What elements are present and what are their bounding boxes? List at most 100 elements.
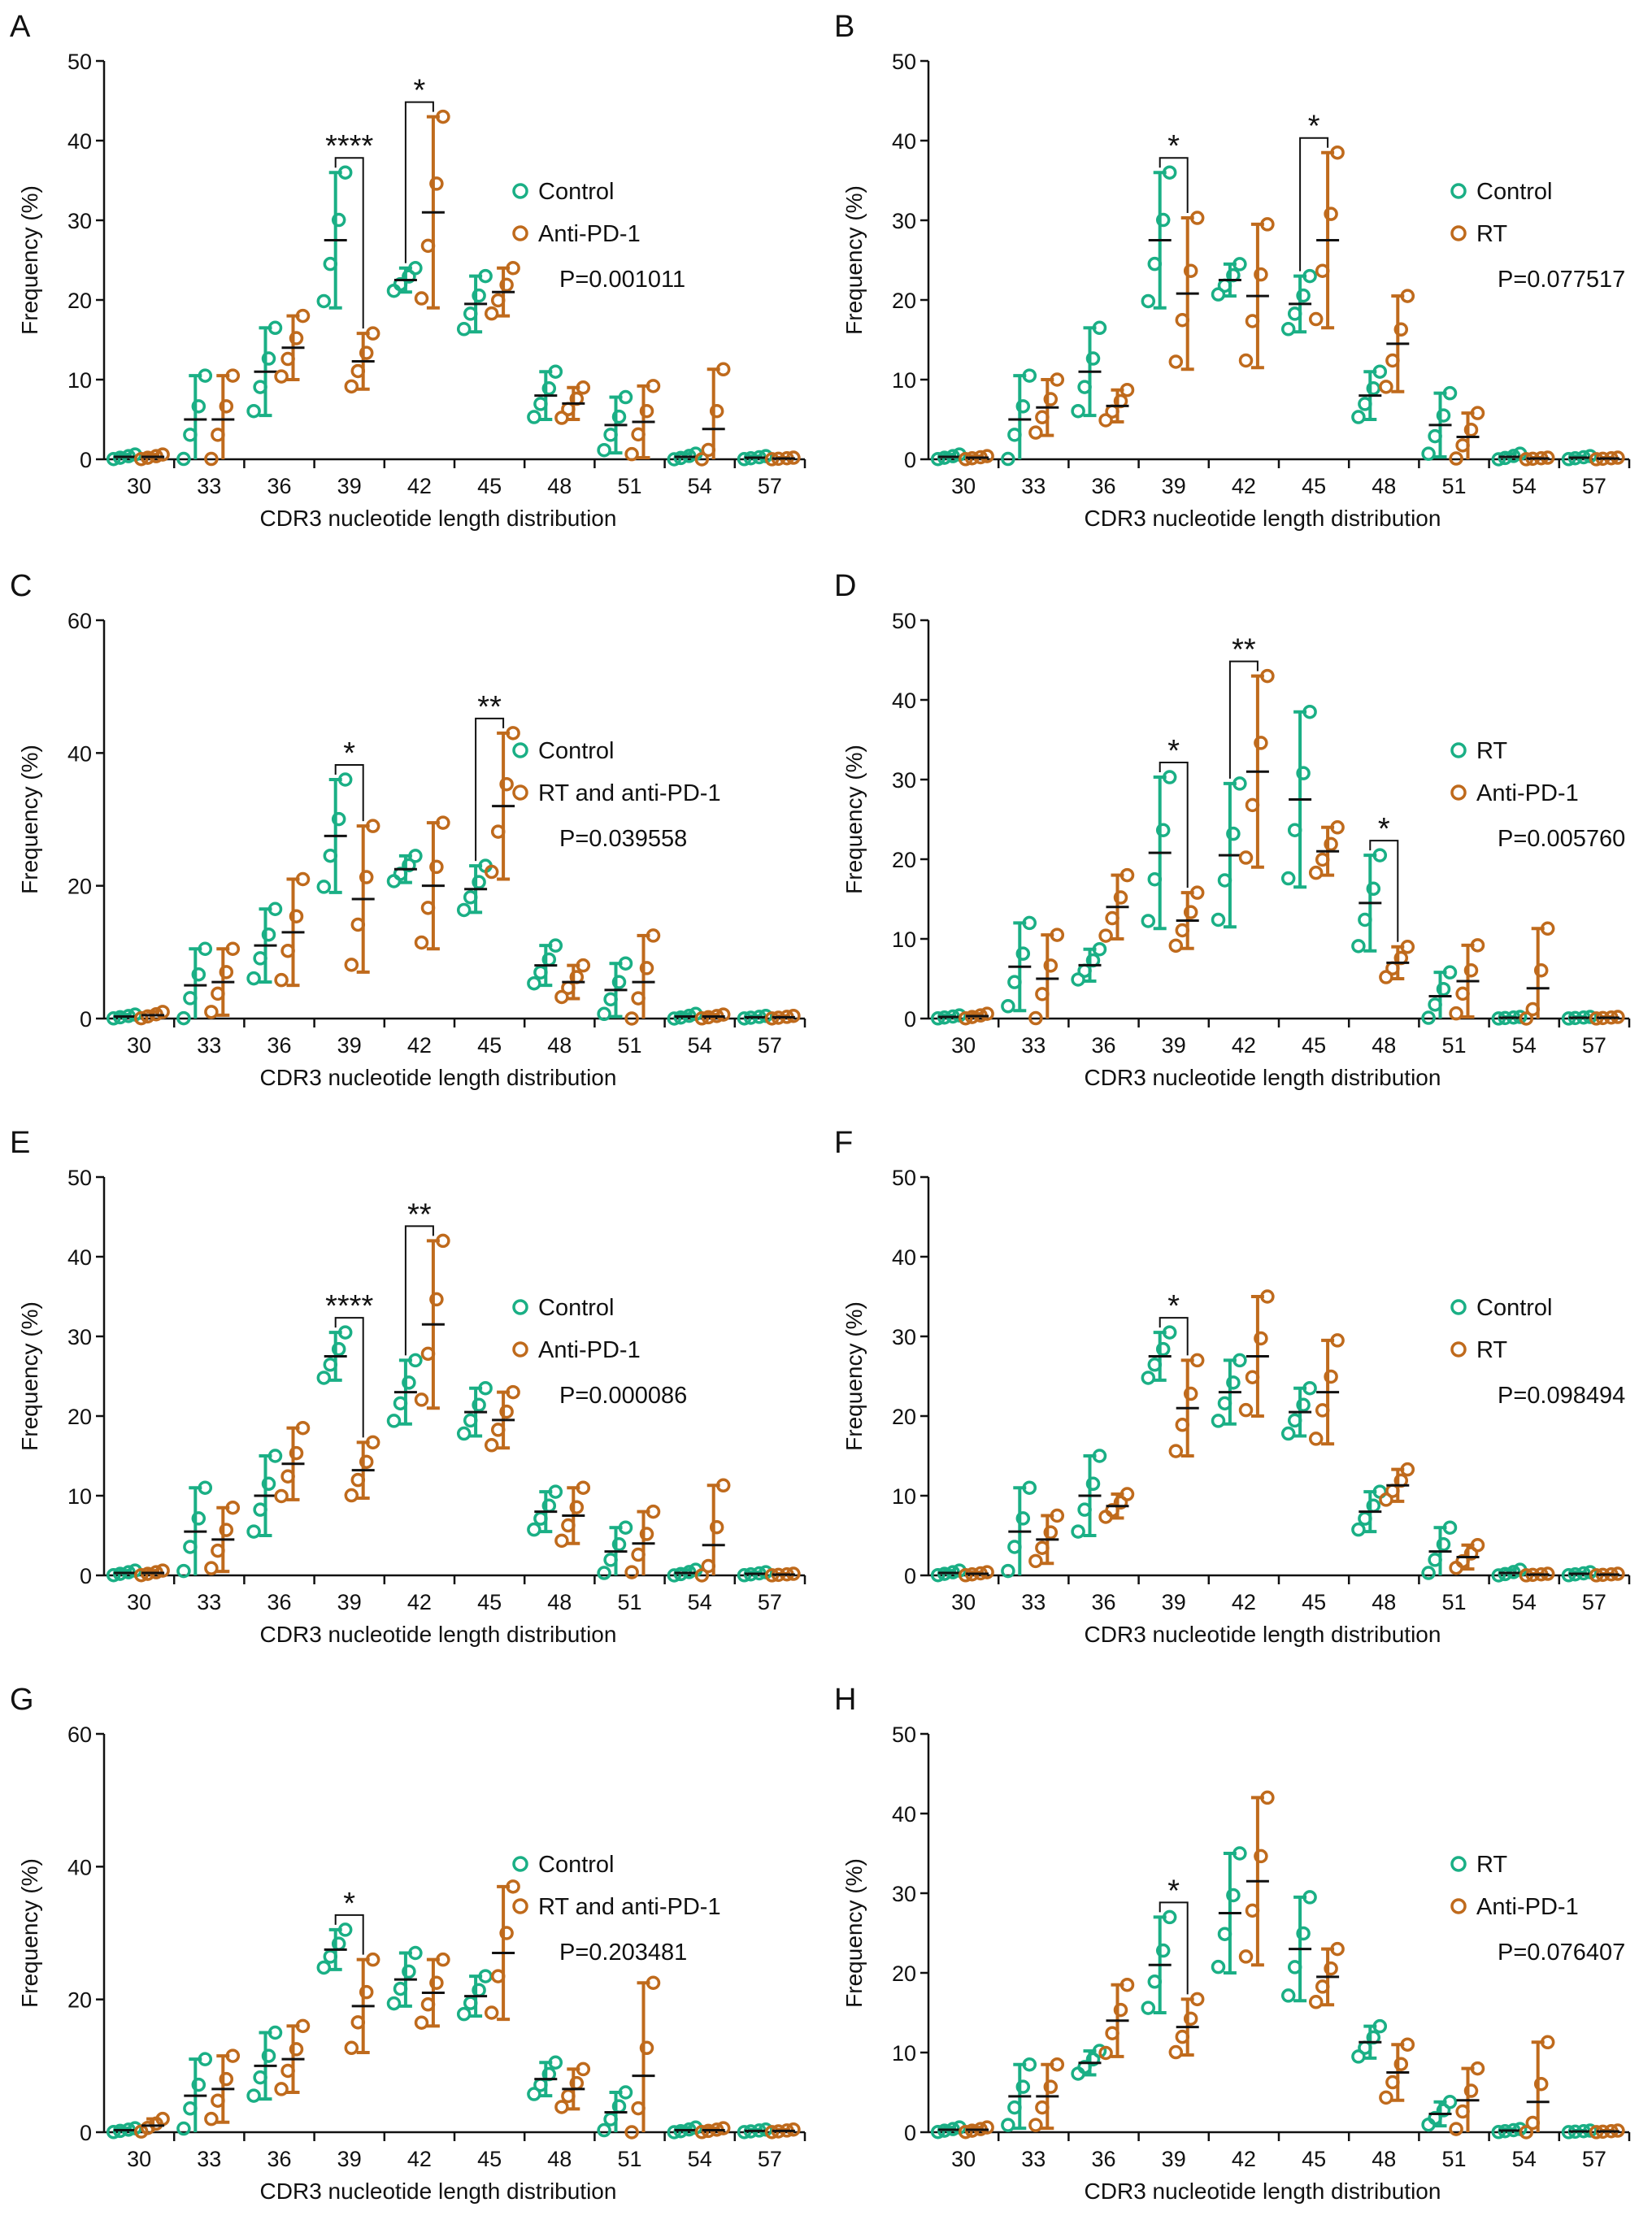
data-point (393, 1396, 408, 1411)
data-point (1141, 914, 1156, 928)
x-tick-label: 30 (951, 2147, 976, 2171)
data-point (1105, 2026, 1119, 2040)
y-tick-label: 40 (892, 1245, 916, 1270)
data-point (198, 1480, 213, 1495)
data-point (316, 880, 332, 894)
x-tick-label: 39 (337, 1590, 362, 1614)
data-point (694, 2125, 710, 2140)
data-point (316, 293, 332, 309)
data-point (1287, 1413, 1302, 1428)
data-point (548, 938, 563, 953)
data-point (1260, 217, 1275, 232)
data-point (554, 1533, 569, 1549)
data-point (365, 1952, 380, 1967)
data-point (402, 858, 416, 873)
y-tick-label: 20 (67, 1405, 92, 1429)
data-point (639, 2040, 654, 2056)
data-point (386, 874, 402, 888)
panel-letter: E (10, 1126, 30, 1160)
x-tick-label: 30 (127, 474, 151, 498)
data-point (274, 972, 289, 988)
data-point (1533, 962, 1549, 978)
data-point (225, 941, 241, 956)
data-point (463, 890, 478, 905)
data-point (958, 2124, 973, 2140)
data-point (1238, 1949, 1254, 1964)
data-point (253, 951, 267, 966)
y-tick-label: 10 (892, 928, 916, 952)
data-point (1491, 2125, 1506, 2140)
data-point (930, 451, 946, 467)
x-tick-label: 33 (197, 474, 221, 498)
data-point (267, 901, 283, 916)
data-point (1358, 912, 1372, 928)
significance-bracket (334, 764, 364, 822)
data-point (548, 1484, 563, 1499)
data-point (267, 2025, 283, 2040)
x-tick-label: 57 (758, 1590, 782, 1614)
data-point (420, 901, 436, 915)
x-tick-label: 42 (407, 1590, 432, 1614)
data-point (715, 1478, 731, 1493)
data-point (1442, 385, 1458, 401)
data-point (478, 1380, 493, 1396)
data-point (1302, 1380, 1317, 1396)
data-point (618, 956, 633, 971)
series-0 (106, 772, 773, 1026)
data-point (1287, 1960, 1302, 1975)
data-point (1463, 422, 1479, 437)
data-point (1035, 1540, 1050, 1555)
legend-label: Control (1476, 179, 1553, 205)
x-tick-label: 45 (1302, 1033, 1326, 1058)
y-tick-label: 50 (892, 50, 916, 74)
data-point (1525, 1001, 1541, 1017)
data-point (1296, 288, 1311, 303)
data-point (1393, 2057, 1409, 2071)
data-point (667, 1011, 682, 1026)
data-point (1217, 1396, 1232, 1411)
data-point (1007, 2100, 1022, 2115)
data-point (631, 2100, 646, 2116)
data-point (624, 1565, 639, 1579)
series-1 (958, 1790, 1625, 2140)
data-point (1001, 451, 1015, 467)
data-point (1442, 1520, 1458, 1535)
data-point (1077, 380, 1092, 394)
x-tick-label: 57 (758, 2147, 782, 2171)
data-point (1455, 1553, 1470, 1569)
data-point (456, 902, 472, 918)
legend-marker (1450, 1898, 1467, 1914)
series-0 (930, 1325, 1598, 1583)
data-point (1217, 873, 1232, 888)
data-point (1015, 1511, 1031, 1526)
data-point (183, 991, 198, 1006)
significance-bracket (1369, 840, 1399, 942)
legend-marker (512, 183, 528, 199)
data-point (1098, 413, 1113, 428)
data-point (1302, 268, 1317, 284)
data-point (253, 380, 267, 394)
data-point (1147, 1975, 1163, 1989)
data-point (280, 351, 295, 367)
x-tick-label: 54 (688, 2147, 712, 2171)
data-point (253, 2070, 267, 2085)
y-tick-label: 30 (67, 1325, 92, 1349)
data-point (219, 2071, 234, 2087)
data-point (1421, 446, 1436, 461)
data-point (1232, 776, 1247, 791)
data-point (1119, 867, 1135, 883)
data-point (694, 1568, 710, 1583)
data-point (176, 451, 191, 467)
data-point (211, 428, 225, 442)
data-point (1379, 970, 1393, 984)
data-point (930, 1011, 946, 1026)
data-point (737, 452, 752, 467)
data-point (611, 975, 627, 989)
data-point (1533, 2076, 1549, 2092)
data-point (1540, 2035, 1555, 2050)
x-tick-label: 39 (1162, 1033, 1186, 1058)
data-point (1470, 406, 1485, 420)
data-point (155, 447, 170, 462)
data-point (1119, 1487, 1135, 1501)
x-tick-label: 42 (1232, 1033, 1256, 1058)
